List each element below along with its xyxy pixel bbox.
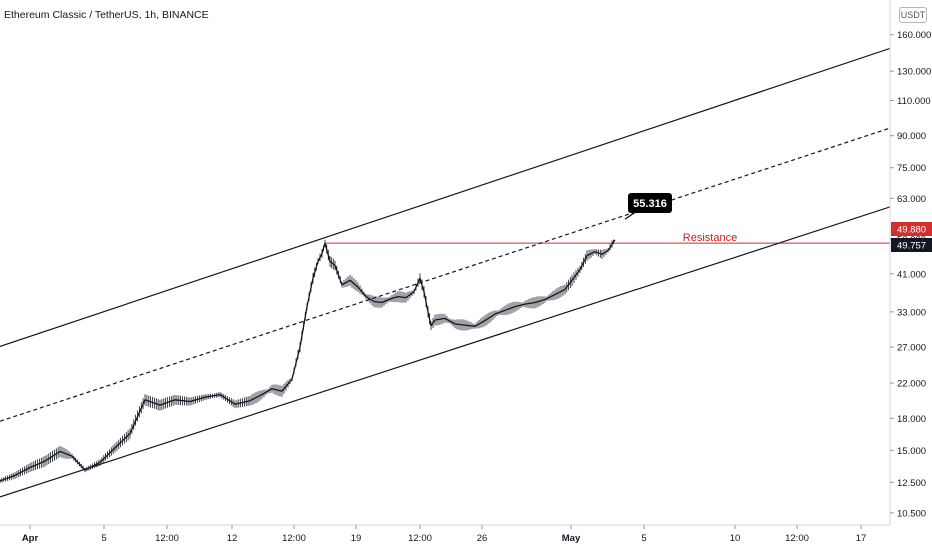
- price-tag-box: [891, 238, 932, 252]
- time-tick-label: Apr: [22, 533, 39, 544]
- time-tick-label: 17: [856, 533, 867, 544]
- price-tick-label: 18.000: [897, 414, 926, 425]
- time-tick-label: 19: [351, 533, 362, 544]
- time-tick-label: 12:00: [155, 533, 179, 544]
- price-tick-label: 33.000: [897, 307, 926, 318]
- channel-upper-line[interactable]: [0, 47, 891, 348]
- price-tick-label: 63.000: [897, 194, 926, 205]
- time-tick-label: 12: [227, 533, 238, 544]
- chart-symbol-title: Ethereum Classic / TetherUS, 1h, BINANCE: [4, 9, 209, 21]
- price-series-line[interactable]: [0, 239, 616, 482]
- time-tick-label: 12:00: [282, 533, 306, 544]
- time-axis: Apr 5 12:00 12 12:00 19 12:00 26 May 5 10 12:00 17: [22, 525, 866, 544]
- series-layer: [0, 239, 616, 483]
- time-tick-label: 12:00: [785, 533, 809, 544]
- time-tick-label: 10: [730, 533, 741, 544]
- price-tick-label: 22.000: [897, 379, 926, 390]
- price-tag-label: 49.880: [897, 225, 926, 236]
- callout-label: 55.316: [633, 198, 667, 210]
- channel-lower-line[interactable]: [0, 206, 891, 498]
- callout-layer: 55.316: [624, 193, 672, 220]
- time-tick-label: 26: [477, 533, 488, 544]
- time-tick-label: May: [562, 533, 581, 544]
- price-tick-label: 110.000: [897, 96, 931, 107]
- price-axis: 10.500 12.500 15.000 18.000 22.000 27.000 33.0…: [890, 30, 931, 519]
- price-tick-label: 27.000: [897, 343, 926, 354]
- price-tag-box: [891, 222, 932, 236]
- price-tick-label: 90.000: [897, 131, 926, 142]
- price-tick-label: 160.000: [897, 30, 931, 41]
- price-tick-label: 10.500: [897, 508, 926, 519]
- callout-box[interactable]: [628, 193, 672, 213]
- annotation-layer: Resistance: [0, 47, 891, 498]
- price-tag-label: 49.757: [897, 241, 926, 252]
- time-tick-label: 5: [101, 533, 106, 544]
- price-tags: 49.880 49.757: [891, 222, 932, 252]
- price-tick-label: 41.000: [897, 269, 926, 280]
- price-tick-label: 130.000: [897, 67, 931, 78]
- time-tick-label: 12:00: [408, 533, 432, 544]
- price-tick-label: 15.000: [897, 446, 926, 457]
- time-tick-label: 5: [641, 533, 646, 544]
- channel-mid-line[interactable]: [0, 127, 891, 422]
- resistance-label: Resistance: [683, 232, 737, 244]
- price-tick-label: 75.000: [897, 163, 926, 174]
- price-tick-label: 12.500: [897, 478, 926, 489]
- currency-badge[interactable]: USDT: [899, 7, 927, 23]
